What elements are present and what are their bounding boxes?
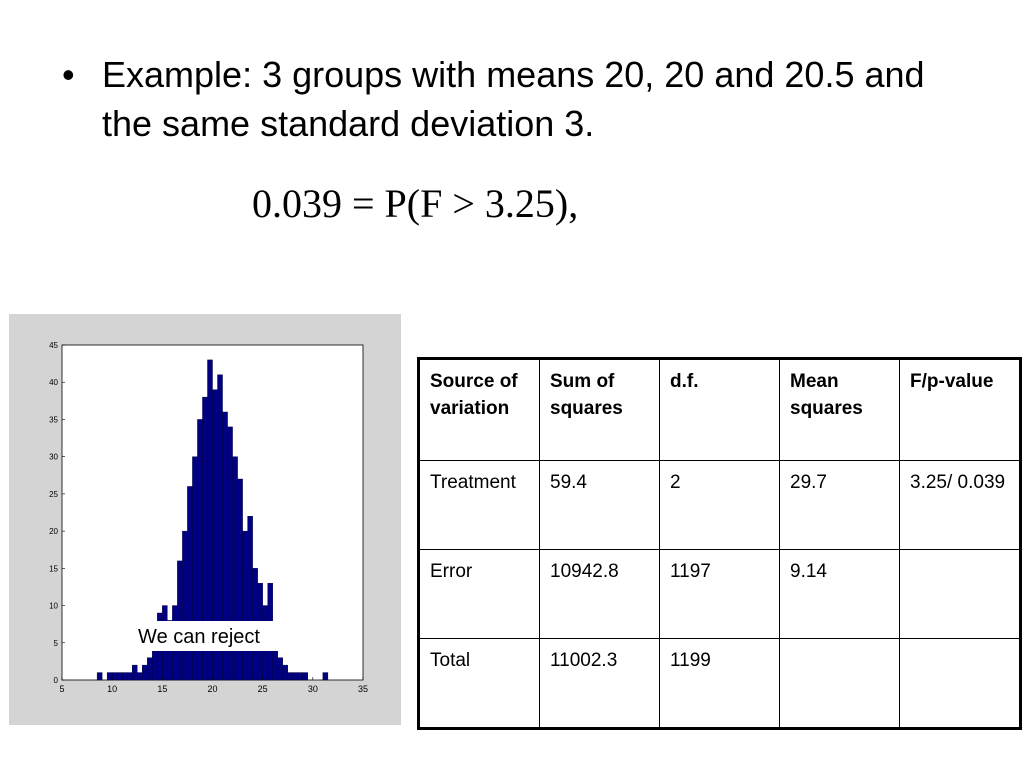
table-cell: 1199 <box>659 638 780 729</box>
table-row: Error 10942.8 1197 9.14 <box>418 549 1021 639</box>
y-tick-label: 10 <box>49 602 58 611</box>
bar <box>292 672 298 681</box>
bar <box>302 672 309 681</box>
x-tick-label: 25 <box>258 684 268 694</box>
annotation-background <box>115 621 283 651</box>
header-cell: F/p-value <box>899 358 1021 461</box>
bar <box>132 664 138 681</box>
bar <box>247 516 253 681</box>
y-tick-label: 15 <box>49 564 58 573</box>
bar <box>96 672 103 681</box>
table-cell: Treatment <box>418 460 540 550</box>
table-cell: 29.7 <box>779 460 900 550</box>
bullet-dot: • <box>62 54 75 95</box>
y-tick-label: 20 <box>49 527 58 536</box>
header-cell: Mean squares <box>779 358 900 461</box>
bar <box>137 672 143 681</box>
bar <box>111 672 118 681</box>
x-tick-label: 10 <box>107 684 117 694</box>
bar <box>116 672 123 681</box>
y-tick-label: 0 <box>54 676 59 685</box>
x-tick-label: 15 <box>157 684 167 694</box>
x-tick-label: 20 <box>207 684 217 694</box>
bar <box>177 560 183 681</box>
header-cell: Sum of squares <box>539 358 660 461</box>
y-tick-label: 30 <box>49 453 58 462</box>
bar <box>322 672 329 681</box>
bar <box>242 530 248 681</box>
y-tick-label: 40 <box>49 378 58 387</box>
bar <box>147 657 153 681</box>
table-cell: 59.4 <box>539 460 660 550</box>
bar <box>287 672 293 681</box>
bar <box>282 664 288 681</box>
table-cell: 9.14 <box>779 549 900 639</box>
table-cell: 3.25/ 0.039 <box>899 460 1021 550</box>
bar <box>182 530 188 681</box>
table-cell <box>779 638 900 729</box>
table-cell: Error <box>418 549 540 639</box>
table-cell: 11002.3 <box>539 638 660 729</box>
bar <box>121 672 128 681</box>
annotation: We can reject <box>138 626 260 648</box>
bar <box>277 657 283 681</box>
table-cell <box>899 549 1021 639</box>
header-cell: d.f. <box>659 358 780 461</box>
table-cell: Total <box>418 638 540 729</box>
bar <box>106 672 113 681</box>
bar <box>142 664 148 681</box>
y-tick-label: 35 <box>49 415 58 424</box>
table-cell: 10942.8 <box>539 549 660 639</box>
y-tick-label: 25 <box>49 490 58 499</box>
y-tick-label: 45 <box>49 341 58 350</box>
bullet-text: Example: 3 groups with means 20, 20 and … <box>102 54 925 144</box>
y-tick-label: 5 <box>54 639 59 648</box>
bar <box>297 672 303 681</box>
x-tick-label: 30 <box>308 684 318 694</box>
x-tick-label: 5 <box>59 684 64 694</box>
anova-table: Source of variation Sum of squares d.f. Mea… <box>417 357 1022 730</box>
header-cell: Source of variation <box>418 358 540 461</box>
table-cell <box>899 638 1021 729</box>
x-tick-label: 35 <box>358 684 368 694</box>
table-cell: 1197 <box>659 549 780 639</box>
bar <box>127 672 133 681</box>
formula: 0.039 = P(F > 3.25), <box>252 181 579 226</box>
table-row: Total 11002.3 1199 <box>418 638 1021 729</box>
header-row: Source of variation Sum of squares d.f. Mea… <box>418 358 1021 461</box>
table-cell: 2 <box>659 460 780 550</box>
table-row: Treatment 59.4 2 29.7 3.25/ 0.039 <box>418 460 1021 550</box>
